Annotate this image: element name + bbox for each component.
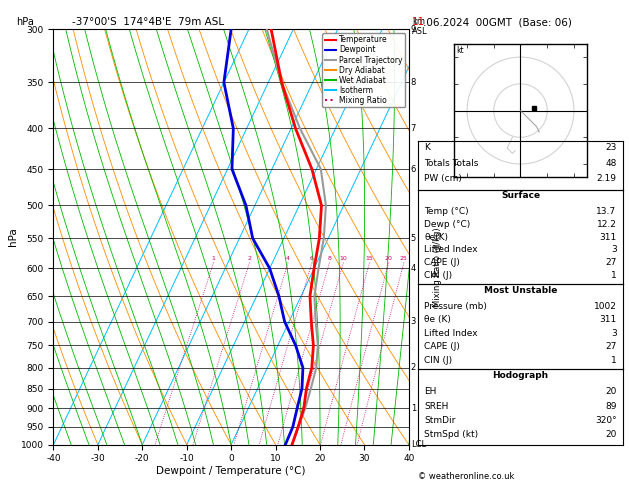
Text: 20: 20: [605, 387, 616, 396]
Text: 23: 23: [605, 143, 616, 153]
Text: Lifted Index: Lifted Index: [425, 329, 478, 338]
Text: Totals Totals: Totals Totals: [425, 159, 479, 168]
Text: Temp (°C): Temp (°C): [425, 207, 469, 216]
Text: LCL: LCL: [411, 440, 426, 449]
Text: 6: 6: [309, 257, 313, 261]
Y-axis label: hPa: hPa: [8, 227, 18, 246]
Text: 13.7: 13.7: [596, 207, 616, 216]
Text: SREH: SREH: [425, 401, 449, 411]
Text: Surface: Surface: [501, 191, 540, 200]
Text: 1002: 1002: [594, 302, 616, 311]
Text: 320°: 320°: [595, 416, 616, 425]
Text: 27: 27: [605, 259, 616, 267]
Text: θe (K): θe (K): [425, 315, 451, 324]
Text: 4: 4: [286, 257, 290, 261]
Text: Pressure (mb): Pressure (mb): [425, 302, 487, 311]
Text: 1: 1: [411, 404, 416, 413]
Text: .06.2024  00GMT  (Base: 06): .06.2024 00GMT (Base: 06): [423, 17, 572, 27]
Text: 1: 1: [611, 271, 616, 280]
Text: kt: kt: [457, 46, 464, 55]
Text: Dewp (°C): Dewp (°C): [425, 220, 470, 228]
Text: 9: 9: [411, 25, 416, 34]
Text: 11: 11: [412, 17, 425, 27]
Text: StmDir: StmDir: [425, 416, 456, 425]
Text: 5: 5: [411, 234, 416, 243]
Text: K: K: [425, 143, 430, 153]
X-axis label: Dewpoint / Temperature (°C): Dewpoint / Temperature (°C): [157, 466, 306, 476]
Text: 48: 48: [605, 159, 616, 168]
Text: Hodograph: Hodograph: [493, 371, 548, 380]
Text: © weatheronline.co.uk: © weatheronline.co.uk: [418, 472, 515, 481]
Text: 89: 89: [605, 401, 616, 411]
Text: 27: 27: [605, 342, 616, 351]
Text: 15: 15: [365, 257, 373, 261]
Text: 4: 4: [411, 264, 416, 273]
Text: -37°00'S  174°4B'E  79m ASL: -37°00'S 174°4B'E 79m ASL: [72, 17, 225, 27]
Text: 20: 20: [384, 257, 392, 261]
Text: hPa: hPa: [16, 17, 33, 27]
Text: θe(K): θe(K): [425, 232, 448, 242]
Text: EH: EH: [425, 387, 437, 396]
Text: 7: 7: [411, 124, 416, 133]
Text: 20: 20: [605, 430, 616, 439]
Text: 2.19: 2.19: [596, 174, 616, 183]
Text: km
ASL: km ASL: [412, 17, 428, 36]
Text: 1: 1: [611, 356, 616, 365]
Text: 8: 8: [411, 78, 416, 87]
Text: 2: 2: [247, 257, 251, 261]
Text: 12.2: 12.2: [597, 220, 616, 228]
Text: Mixing Ratio (g/kg): Mixing Ratio (g/kg): [433, 227, 442, 307]
Legend: Temperature, Dewpoint, Parcel Trajectory, Dry Adiabat, Wet Adiabat, Isotherm, Mi: Temperature, Dewpoint, Parcel Trajectory…: [323, 33, 405, 107]
Text: 1: 1: [211, 257, 215, 261]
Text: 311: 311: [599, 232, 616, 242]
Text: CAPE (J): CAPE (J): [425, 259, 460, 267]
Text: 311: 311: [599, 315, 616, 324]
Text: CIN (J): CIN (J): [425, 356, 452, 365]
Text: 8: 8: [327, 257, 331, 261]
Text: Lifted Index: Lifted Index: [425, 245, 478, 255]
Text: 3: 3: [611, 245, 616, 255]
Text: 3: 3: [411, 317, 416, 326]
Text: CAPE (J): CAPE (J): [425, 342, 460, 351]
Text: Most Unstable: Most Unstable: [484, 286, 557, 295]
Text: 2: 2: [411, 363, 416, 372]
Text: StmSpd (kt): StmSpd (kt): [425, 430, 479, 439]
Text: PW (cm): PW (cm): [425, 174, 462, 183]
Text: 3: 3: [611, 329, 616, 338]
Text: CIN (J): CIN (J): [425, 271, 452, 280]
Text: 6: 6: [411, 165, 416, 174]
Text: 25: 25: [399, 257, 408, 261]
Text: 10: 10: [339, 257, 347, 261]
